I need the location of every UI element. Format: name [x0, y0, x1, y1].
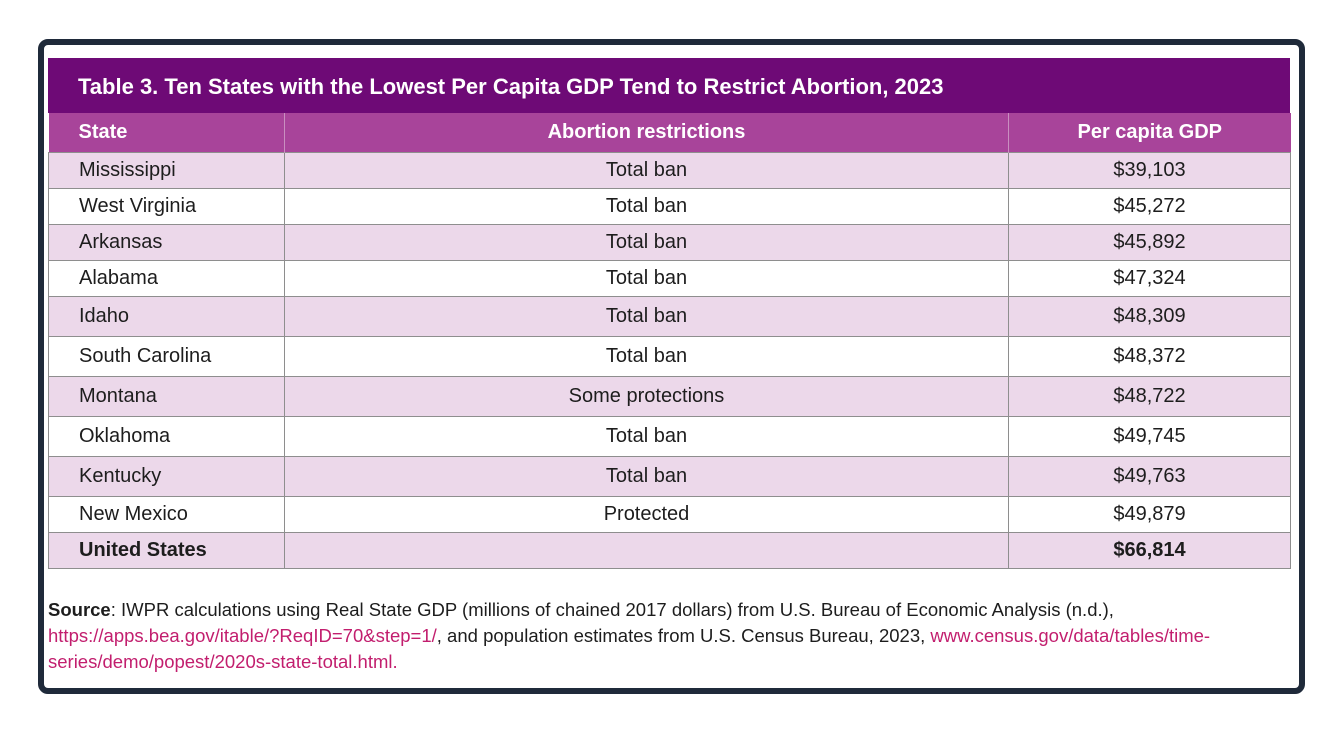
state-cell: West Virginia: [48, 188, 285, 225]
restriction-cell: Total ban: [284, 224, 1009, 261]
state-cell: New Mexico: [48, 496, 285, 533]
gdp-cell: $49,763: [1008, 456, 1291, 497]
table-total-row: United States $66,814: [48, 532, 1291, 569]
gdp-cell: $45,892: [1008, 224, 1291, 261]
table-row: West Virginia Total ban $45,272: [48, 188, 1291, 225]
bea-link[interactable]: https://apps.bea.gov/itable/?ReqID=70&st…: [48, 625, 437, 646]
gdp-cell: $45,272: [1008, 188, 1291, 225]
gdp-cell: $49,745: [1008, 416, 1291, 457]
census-link[interactable]: www.census.gov/data/tables/time-series/d…: [48, 625, 1211, 672]
table-row: Mississippi Total ban $39,103: [48, 152, 1291, 189]
source-label: Source: [48, 599, 111, 620]
table-row: Oklahoma Total ban $49,745: [48, 416, 1291, 457]
state-cell: Alabama: [48, 260, 285, 297]
restriction-cell: Protected: [284, 496, 1009, 533]
table-frame: Table 3. Ten States with the Lowest Per …: [38, 39, 1305, 694]
restriction-cell: Some protections: [284, 376, 1009, 417]
state-cell: South Carolina: [48, 336, 285, 377]
state-cell: Montana: [48, 376, 285, 417]
gdp-cell: $48,722: [1008, 376, 1291, 417]
table-row: Alabama Total ban $47,324: [48, 260, 1291, 297]
table-row: Arkansas Total ban $45,892: [48, 224, 1291, 261]
state-cell: Arkansas: [48, 224, 285, 261]
state-cell: Mississippi: [48, 152, 285, 189]
restriction-cell: Total ban: [284, 416, 1009, 457]
restriction-cell: Total ban: [284, 188, 1009, 225]
source-text: : IWPR calculations using Real State GDP…: [110, 599, 1114, 620]
column-header-state: State: [48, 113, 285, 153]
state-cell: Oklahoma: [48, 416, 285, 457]
gdp-cell: $39,103: [1008, 152, 1291, 189]
gdp-cell: $48,309: [1008, 296, 1291, 337]
restriction-cell: Total ban: [284, 336, 1009, 377]
table-row: New Mexico Protected $49,879: [48, 496, 1291, 533]
column-header-abortion-restrictions: Abortion restrictions: [284, 113, 1009, 153]
gdp-cell: $48,372: [1008, 336, 1291, 377]
table-title: Table 3. Ten States with the Lowest Per …: [48, 58, 1290, 113]
table-row: Montana Some protections $48,722: [48, 376, 1291, 417]
gdp-cell: $49,879: [1008, 496, 1291, 533]
restriction-cell: Total ban: [284, 260, 1009, 297]
table-row: Kentucky Total ban $49,763: [48, 456, 1291, 497]
restriction-cell: [284, 532, 1009, 569]
gdp-cell: $66,814: [1008, 532, 1291, 569]
data-table: State Abortion restrictions Per capita G…: [48, 113, 1291, 569]
state-cell: United States: [48, 532, 285, 569]
restriction-cell: Total ban: [284, 456, 1009, 497]
table-row: Idaho Total ban $48,309: [48, 296, 1291, 337]
table-row: South Carolina Total ban $48,372: [48, 336, 1291, 377]
state-cell: Kentucky: [48, 456, 285, 497]
restriction-cell: Total ban: [284, 152, 1009, 189]
column-header-per-capita-gdp: Per capita GDP: [1008, 113, 1291, 153]
state-cell: Idaho: [48, 296, 285, 337]
gdp-cell: $47,324: [1008, 260, 1291, 297]
restriction-cell: Total ban: [284, 296, 1009, 337]
source-note: Source: IWPR calculations using Real Sta…: [48, 597, 1293, 675]
table-header-row: State Abortion restrictions Per capita G…: [48, 113, 1291, 153]
source-text: , and population estimates from U.S. Cen…: [436, 625, 931, 646]
